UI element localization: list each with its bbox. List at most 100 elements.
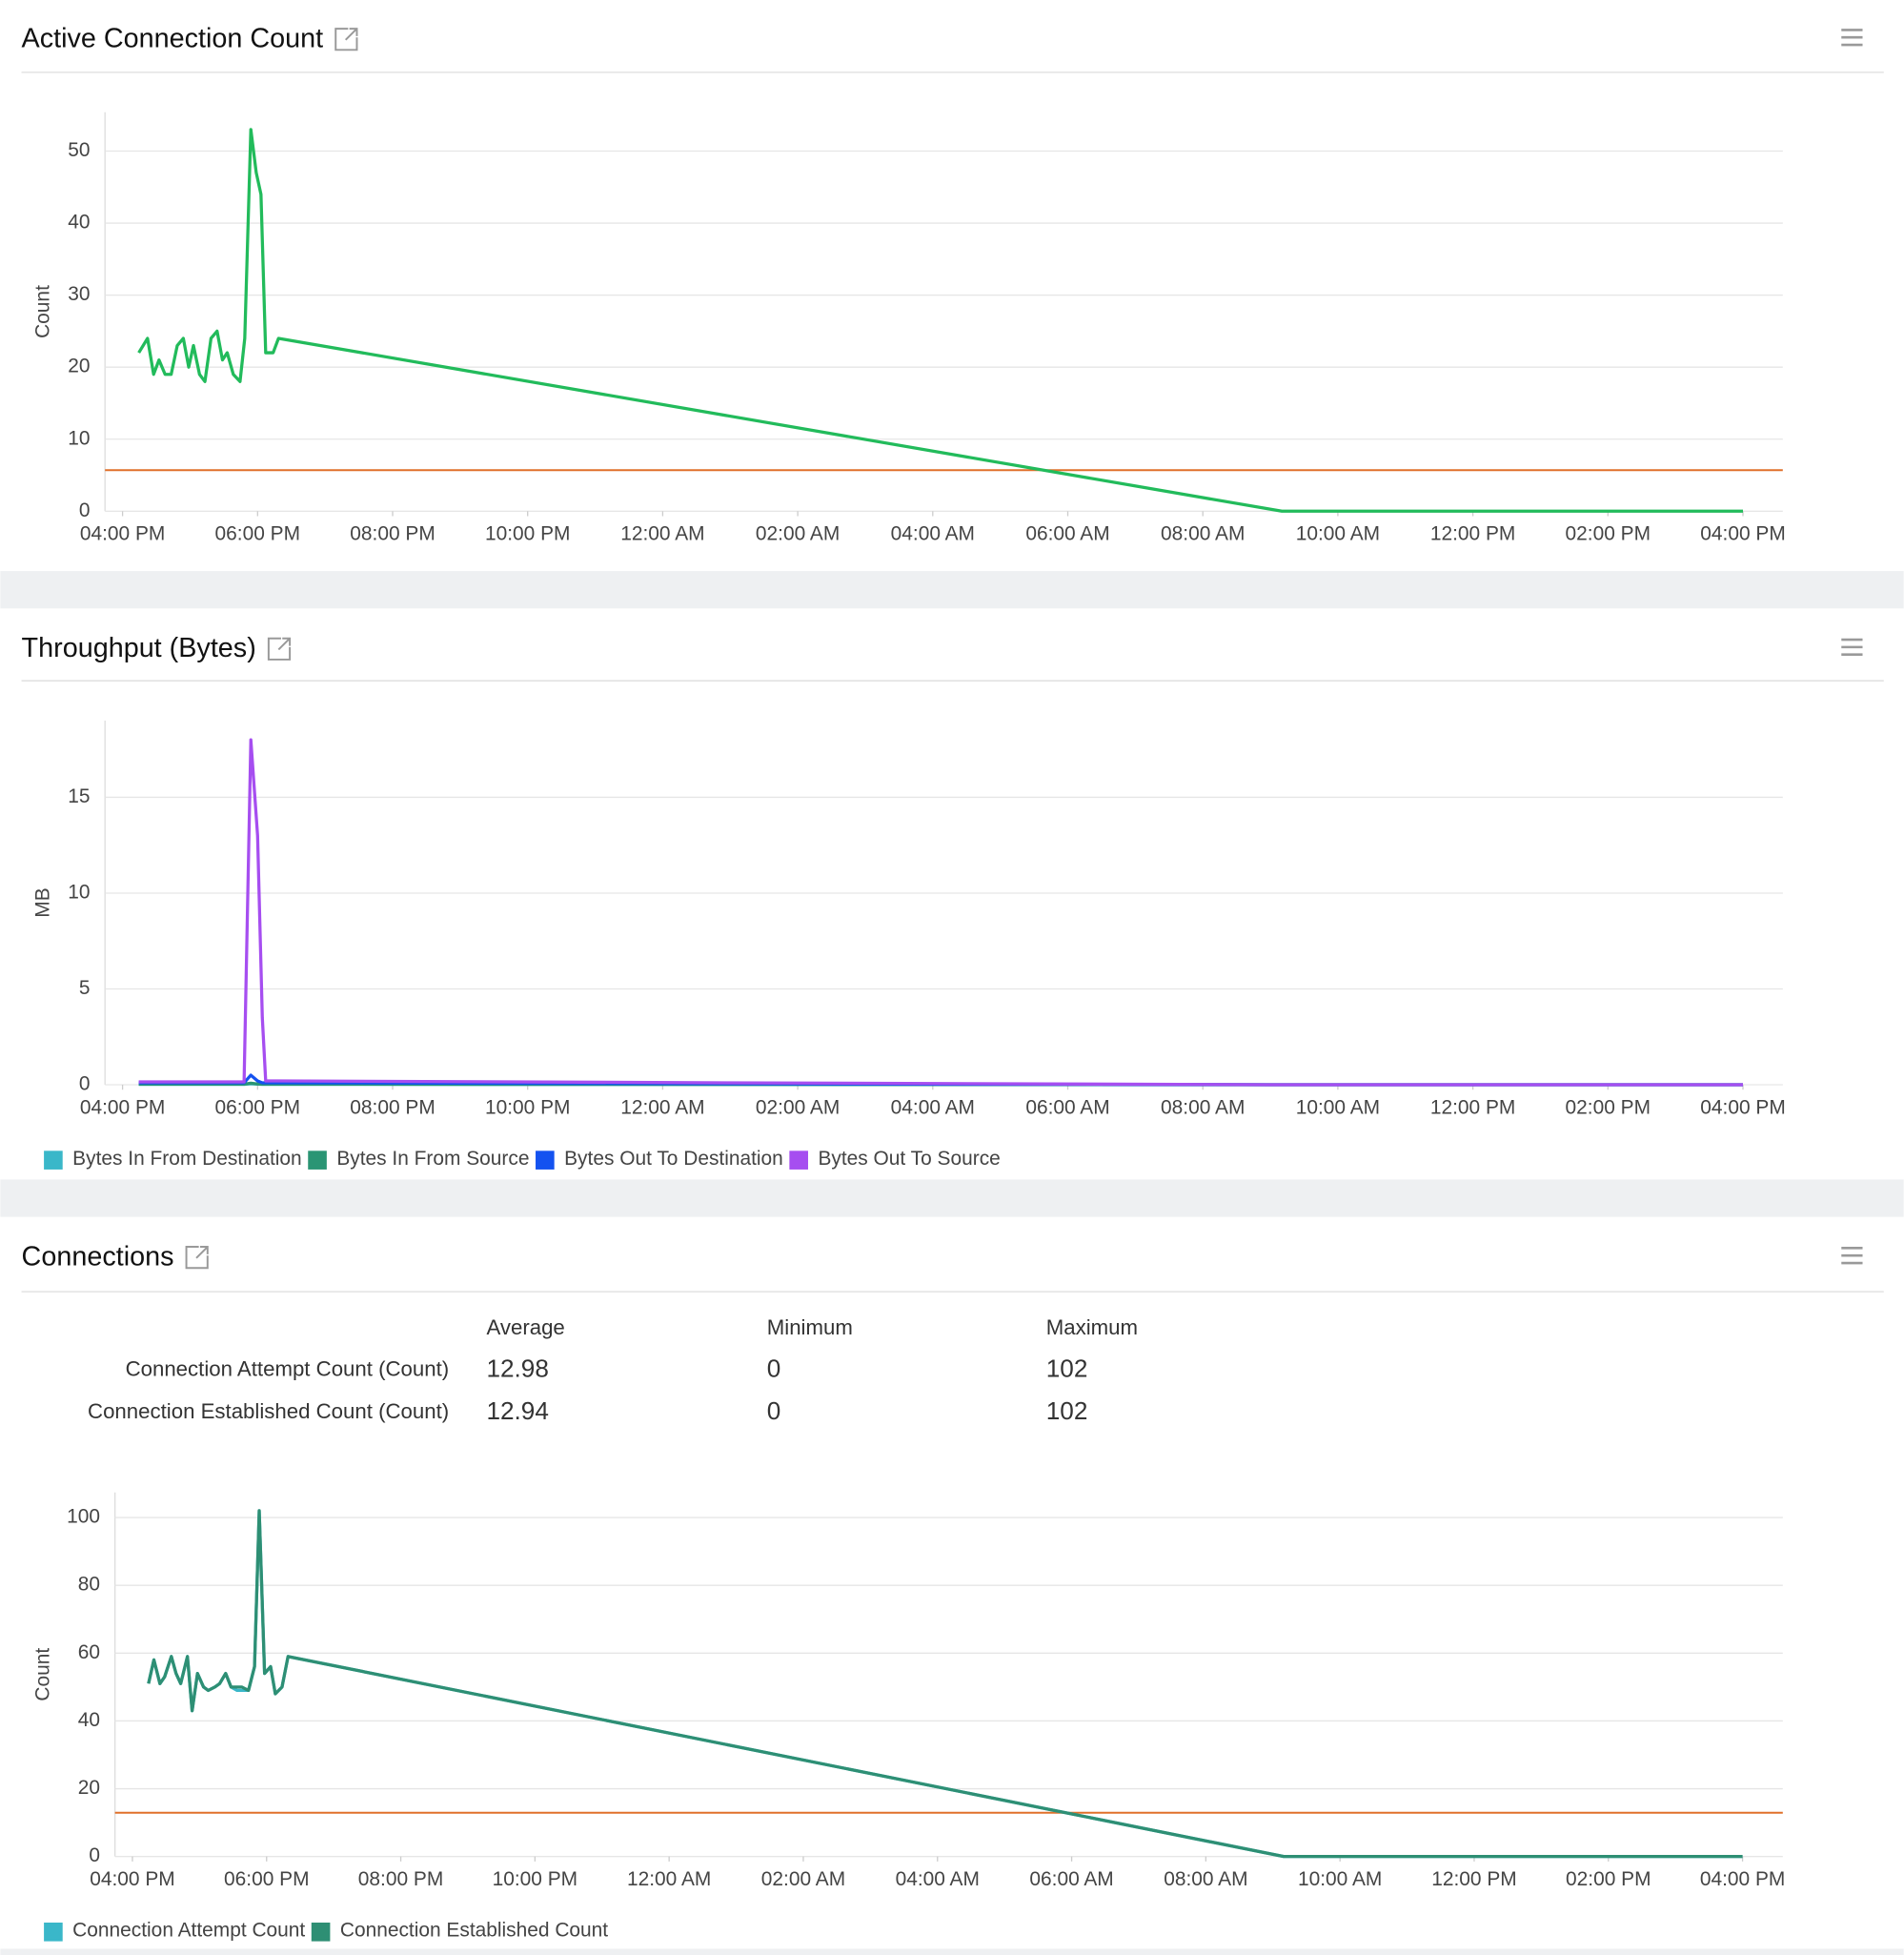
cell: 0 — [767, 1396, 781, 1425]
cell: 0 — [767, 1354, 781, 1382]
series-line — [147, 1509, 1743, 1859]
legend-swatch — [44, 1151, 63, 1170]
x-tick-label: 10:00 AM — [1296, 523, 1380, 545]
legend-label[interactable]: Connection Attempt Count — [72, 1920, 305, 1942]
row-label: Connection Established Count (Count) — [88, 1399, 449, 1423]
legend-swatch — [311, 1922, 331, 1942]
panel-title: Connections — [22, 1241, 174, 1272]
x-tick-label: 02:00 AM — [756, 1096, 840, 1118]
x-tick-label: 02:00 AM — [761, 1868, 845, 1890]
table: Average Minimum Maximum Connection Attem… — [88, 1315, 1138, 1425]
menu-icon[interactable] — [1841, 1247, 1863, 1265]
x-tick-label: 12:00 PM — [1430, 523, 1516, 545]
y-tick-label: 40 — [78, 1709, 100, 1731]
cell: 102 — [1046, 1354, 1088, 1382]
separator — [0, 1179, 1904, 1217]
separator — [0, 571, 1904, 609]
cell: 12.94 — [486, 1396, 548, 1425]
y-tick-label: 60 — [78, 1641, 100, 1663]
x-tick-label: 04:00 AM — [891, 523, 975, 545]
panel-title: Active Connection Count — [22, 23, 324, 53]
x-tick-label: 12:00 PM — [1431, 1868, 1517, 1890]
y-axis-label: MB — [32, 887, 54, 917]
icon — [334, 28, 358, 51]
menu-icon[interactable] — [1841, 29, 1863, 47]
x-tick-label: 04:00 PM — [1700, 1096, 1786, 1118]
x-tick-label: 04:00 PM — [1700, 523, 1786, 545]
x-tick-label: 04:00 PM — [80, 1096, 165, 1118]
legend-swatch — [789, 1151, 808, 1170]
x-tick-label: 10:00 AM — [1298, 1868, 1382, 1890]
column-header: Average — [486, 1315, 564, 1339]
x-tick-label: 04:00 PM — [1700, 1868, 1786, 1890]
x-tick-label: 06:00 AM — [1025, 1096, 1109, 1118]
series-line — [147, 1509, 1743, 1859]
x-tick-label: 04:00 PM — [80, 523, 165, 545]
panel-title: Throughput (Bytes) — [22, 633, 256, 663]
y-tick-label: 20 — [68, 356, 90, 377]
x-tick-label: 06:00 PM — [215, 523, 301, 545]
series-line — [138, 738, 1744, 1087]
external-link-icon[interactable] — [267, 637, 292, 661]
legend-label[interactable]: Bytes In From Source — [336, 1148, 529, 1170]
legend-swatch — [44, 1922, 63, 1942]
icon — [185, 1246, 209, 1270]
x-tick-label: 08:00 AM — [1164, 1868, 1247, 1890]
x-tick-label: 02:00 PM — [1566, 523, 1651, 545]
y-tick-label: 0 — [89, 1844, 100, 1866]
x-tick-label: 06:00 PM — [224, 1868, 310, 1890]
x-tick-label: 10:00 PM — [485, 523, 571, 545]
series-line — [137, 128, 1744, 513]
x-tick-label: 10:00 AM — [1296, 1096, 1380, 1118]
x-tick-label: 04:00 PM — [90, 1868, 175, 1890]
legend-swatch — [536, 1151, 555, 1170]
y-tick-label: 0 — [79, 1073, 91, 1095]
y-tick-label: 5 — [79, 977, 91, 999]
x-tick-label: 06:00 AM — [1029, 1868, 1113, 1890]
x-tick-label: 02:00 AM — [756, 523, 840, 545]
x-tick-label: 12:00 AM — [620, 523, 704, 545]
row-label: Connection Attempt Count (Count) — [126, 1356, 450, 1380]
x-tick-label: 02:00 PM — [1566, 1096, 1651, 1118]
x-tick-label: 04:00 AM — [896, 1868, 980, 1890]
x-tick-label: 08:00 PM — [350, 523, 435, 545]
legend-label[interactable]: Bytes In From Destination — [72, 1148, 302, 1170]
legend-label[interactable]: Bytes Out To Source — [818, 1148, 1000, 1170]
x-tick-label: 08:00 AM — [1161, 523, 1245, 545]
y-tick-label: 40 — [68, 212, 90, 234]
x-tick-label: 06:00 PM — [215, 1096, 301, 1118]
x-tick-label: 06:00 AM — [1025, 523, 1109, 545]
cell: 12.98 — [486, 1354, 548, 1382]
y-tick-label: 80 — [78, 1574, 100, 1596]
separator — [0, 1948, 1904, 1955]
x-tick-label: 04:00 AM — [891, 1096, 975, 1118]
x-tick-label: 10:00 PM — [493, 1868, 578, 1890]
legend-label[interactable]: Connection Established Count — [340, 1920, 608, 1942]
y-tick-label: 30 — [68, 283, 90, 305]
x-tick-label: 12:00 AM — [627, 1868, 711, 1890]
x-tick-label: 12:00 AM — [620, 1096, 704, 1118]
x-tick-label: 08:00 PM — [358, 1868, 444, 1890]
external-link-icon[interactable] — [334, 28, 358, 51]
legend-label[interactable]: Bytes Out To Destination — [564, 1148, 783, 1170]
x-tick-label: 12:00 PM — [1430, 1096, 1516, 1118]
x-tick-label: 10:00 PM — [485, 1096, 571, 1118]
column-header: Minimum — [767, 1315, 853, 1339]
legend-swatch — [308, 1151, 327, 1170]
y-axis-label: Count — [32, 285, 54, 338]
y-tick-label: 15 — [68, 785, 90, 807]
y-tick-label: 0 — [79, 499, 91, 521]
y-tick-label: 10 — [68, 427, 90, 449]
external-link-icon[interactable] — [185, 1246, 209, 1270]
column-header: Maximum — [1046, 1315, 1138, 1339]
y-tick-label: 10 — [68, 881, 90, 903]
x-tick-label: 08:00 AM — [1161, 1096, 1245, 1118]
y-tick-label: 100 — [67, 1506, 100, 1528]
y-tick-label: 50 — [68, 139, 90, 161]
menu-icon[interactable] — [1841, 638, 1863, 657]
icon — [267, 637, 292, 661]
y-tick-label: 20 — [78, 1777, 100, 1799]
y-axis-label: Count — [32, 1648, 54, 1701]
